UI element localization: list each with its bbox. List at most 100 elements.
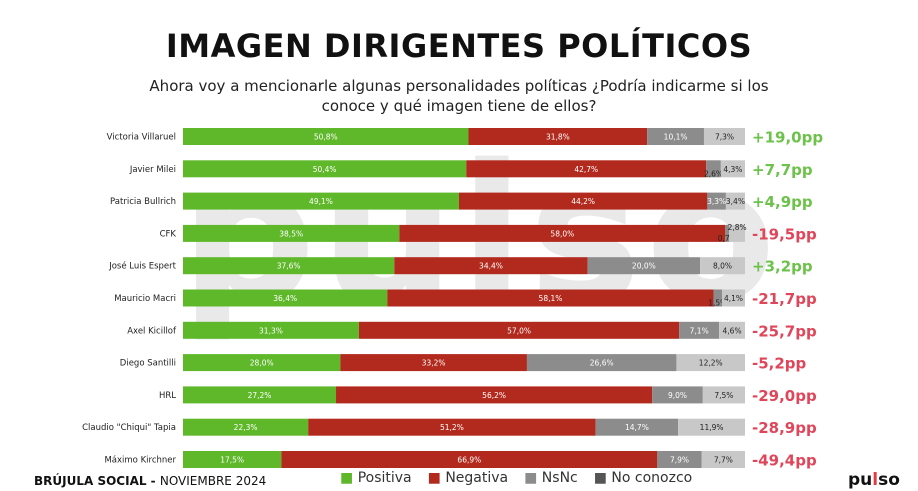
data-label: 50,8% — [314, 133, 338, 142]
data-label: 2,8% — [728, 223, 747, 232]
legend-label: NsNc — [541, 470, 578, 486]
data-label: 12,2% — [699, 359, 723, 368]
data-label: 1,5% — [708, 299, 727, 308]
bar-segment-nsnc — [652, 386, 703, 404]
bar-segment-negativa — [387, 289, 714, 307]
bar-segment-positiva — [183, 160, 467, 178]
bar-segment-nsnc — [587, 257, 701, 275]
bar-segment-negativa — [468, 128, 648, 145]
footer-date: NOVIEMBRE 2024 — [159, 474, 267, 488]
net-difference-label: -49,4pp — [752, 452, 817, 470]
data-label: 58,1% — [539, 294, 563, 303]
bar-segment-nsnc — [707, 192, 726, 210]
net-difference-label: -29,0pp — [752, 387, 817, 405]
bar-segment-positiva — [183, 354, 341, 372]
net-difference-label: -21,7pp — [752, 290, 817, 308]
data-label: 57,0% — [507, 326, 531, 335]
bar-segment-nsnc — [647, 128, 704, 145]
data-label: 0,7% — [718, 234, 737, 243]
bar-segment-no-conozco — [676, 354, 745, 372]
data-label: 14,7% — [625, 423, 649, 432]
net-difference-label: +4,9pp — [752, 193, 813, 211]
bar-segment-positiva — [183, 386, 337, 404]
data-label: 37,6% — [277, 262, 301, 271]
bar-segment-no-conozco — [700, 257, 745, 275]
bar-segment-nsnc — [706, 160, 721, 178]
category-label: Patricia Bullrich — [110, 197, 176, 207]
data-label: 20,0% — [632, 262, 656, 271]
legend-item-positiva: ■ Positiva — [340, 470, 412, 486]
chart-subtitle: Ahora voy a mencionarle algunas personal… — [149, 77, 769, 115]
bar-segment-no-conozco — [725, 192, 745, 210]
data-label: 49,1% — [309, 197, 333, 206]
category-label: CFK — [160, 229, 177, 239]
bar-segment-negativa — [308, 418, 596, 436]
data-label: 9,0% — [668, 391, 687, 400]
data-label: 51,2% — [440, 423, 464, 432]
data-label: 44,2% — [571, 197, 595, 206]
category-label: José Luis Espert — [108, 261, 176, 272]
bar-segment-no-conozco — [719, 321, 745, 339]
bar-segment-nsnc — [595, 418, 679, 436]
bar-segment-positiva — [183, 192, 459, 210]
bar-segment-no-conozco — [702, 386, 745, 404]
data-label: 17,5% — [220, 456, 244, 465]
legend-item-no-conozco: ■ No conozco — [593, 470, 693, 486]
bar-segment-positiva — [183, 451, 282, 468]
data-label: 7,1% — [690, 326, 709, 335]
data-label: 3,4% — [726, 197, 745, 206]
bar-segment-negativa — [399, 224, 726, 242]
bar-segment-no-conozco — [703, 128, 745, 145]
data-label: 7,7% — [714, 456, 733, 465]
bar-segment-nsnc — [526, 354, 677, 372]
bar-segment-nsnc — [679, 321, 720, 339]
data-label: 4,6% — [723, 326, 742, 335]
bar-segment-negativa — [358, 321, 680, 339]
bar-segment-positiva — [183, 321, 359, 339]
data-label: 10,1% — [664, 133, 688, 142]
data-label: 4,1% — [724, 294, 743, 303]
bar-segment-negativa — [394, 257, 588, 275]
category-label: Máximo Kirchner — [104, 456, 176, 466]
net-difference-label: +19,0pp — [752, 129, 823, 147]
data-label: 36,4% — [273, 294, 297, 303]
net-difference-label: -25,7pp — [752, 322, 817, 340]
data-label: 27,2% — [248, 391, 272, 400]
data-label: 8,0% — [713, 262, 732, 271]
data-label: 2,6% — [704, 169, 723, 178]
bar-segment-positiva — [183, 128, 469, 145]
net-difference-label: -5,2pp — [752, 355, 807, 373]
bar-segment-negativa — [458, 192, 708, 210]
data-label: 7,9% — [670, 456, 689, 465]
data-label: 56,2% — [482, 391, 506, 400]
legend-label: Positiva — [357, 470, 412, 486]
bar-segment-positiva — [183, 257, 395, 275]
data-label: 4,3% — [723, 165, 742, 174]
data-label: 11,9% — [700, 423, 724, 432]
legend-item-nsnc: ■ NsNc — [524, 470, 578, 486]
legend-label: No conozco — [611, 470, 693, 486]
legend-label: Negativa — [445, 470, 509, 486]
bar-segment-positiva — [183, 289, 388, 307]
data-label: 3,3% — [707, 197, 726, 206]
bar-segment-no-conozco — [678, 418, 745, 436]
data-label: 28,0% — [250, 359, 274, 368]
bar-segment-no-conozco — [729, 224, 745, 242]
bar-segment-nsnc — [713, 289, 722, 307]
data-label: 66,9% — [457, 456, 481, 465]
category-label: Victoria Villaruel — [107, 133, 176, 143]
data-label: 7,5% — [714, 391, 733, 400]
net-difference-label: -19,5pp — [752, 225, 817, 243]
data-label: 26,6% — [590, 359, 614, 368]
brand-logo: pulso — [848, 470, 900, 490]
data-label: 31,3% — [259, 326, 283, 335]
category-label: HRL — [159, 391, 176, 401]
data-label: 22,3% — [234, 423, 258, 432]
data-label: 7,3% — [715, 133, 734, 142]
bar-segment-negativa — [281, 451, 658, 468]
bar-segment-no-conozco — [720, 160, 745, 178]
data-label: 42,7% — [574, 165, 598, 174]
bar-segment-negativa — [336, 386, 653, 404]
data-label: 50,4% — [313, 165, 337, 174]
